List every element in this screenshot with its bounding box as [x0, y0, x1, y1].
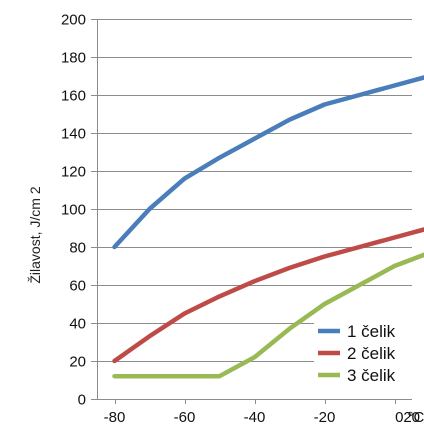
- series-line-1: [115, 76, 424, 247]
- y-tick-label: 160: [61, 88, 86, 105]
- x-tick-label: 20: [403, 409, 420, 425]
- x-tick-label: -60: [174, 409, 196, 425]
- legend-label: 1 čelik: [347, 322, 396, 341]
- y-tick-label: 120: [61, 164, 86, 181]
- y-tick-label: 180: [61, 50, 86, 67]
- y-tick-label: 0: [78, 392, 86, 409]
- legend-label: 2 čelik: [347, 344, 396, 363]
- y-tick-label: 140: [61, 126, 86, 143]
- y-tick-label: 200: [61, 12, 86, 29]
- legend: 1 čelik 2 čelik 3 čelik: [314, 319, 418, 389]
- x-tick-label: 0: [395, 409, 403, 425]
- legend-label: 3 čelik: [347, 366, 396, 385]
- x-tick-label: -80: [104, 409, 126, 425]
- y-tick-label: 20: [69, 354, 86, 371]
- x-tick-label: -20: [314, 409, 336, 425]
- y-tick-label: 60: [69, 278, 86, 295]
- y-tick-label: 40: [69, 316, 86, 333]
- y-axis-title: Žilavost, J/cm 2: [27, 186, 43, 283]
- y-tick-label: 80: [69, 240, 86, 257]
- x-tick-label: -40: [244, 409, 266, 425]
- y-tick-label: 100: [61, 202, 86, 219]
